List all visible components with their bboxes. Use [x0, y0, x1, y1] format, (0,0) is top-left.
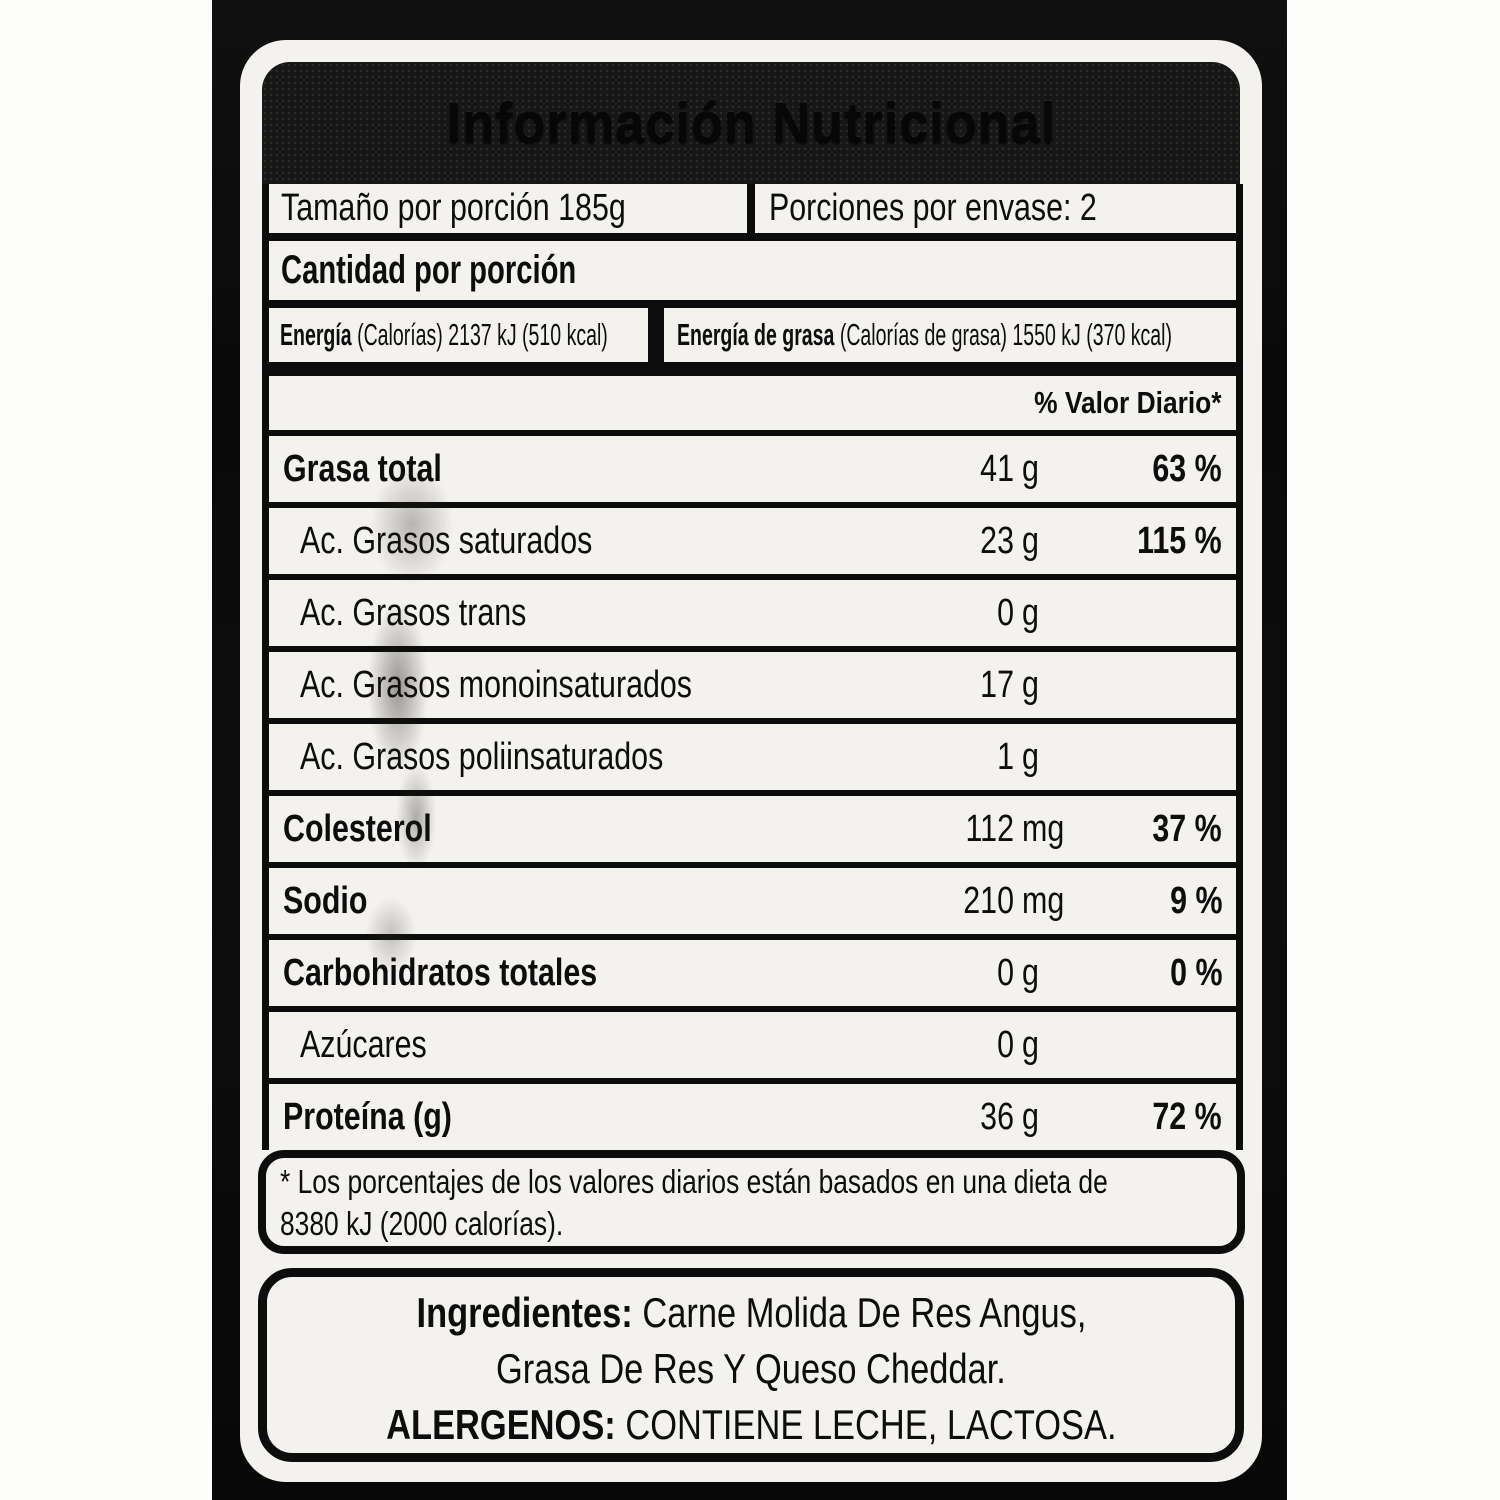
- footnote-line2: 8380 kJ (2000 calorías).: [280, 1205, 564, 1242]
- nutrient-name: Grasa total: [283, 448, 442, 490]
- nutrient-unit: g: [1022, 1024, 1039, 1066]
- nutrient-unit: g: [1022, 520, 1039, 562]
- nutrient-row-grasos-saturados: Ac. Grasos saturados 23 g 115 %: [269, 508, 1236, 574]
- nutrient-dv: 72 %: [1152, 1096, 1222, 1138]
- nutrient-row-azucares: Azúcares 0 g: [269, 1012, 1236, 1078]
- nutrition-table: Tamaño por porción 185g Porciones por en…: [262, 184, 1243, 1150]
- nutrient-unit: g: [1022, 736, 1039, 778]
- nutrient-name: Sodio: [283, 880, 368, 922]
- nutrient-amount: 23: [980, 520, 1014, 562]
- nutrient-amount: 112: [965, 808, 1014, 850]
- allergens-line: ALERGENOS: CONTIENE LECHE, LACTOSA.: [385, 1401, 1117, 1448]
- nutrient-amount: 41: [980, 448, 1014, 490]
- nutrient-dv: 115 %: [1137, 520, 1222, 562]
- header-bar: Información Nutricional: [262, 62, 1240, 184]
- nutrient-row-colesterol: Colesterol 112 mg 37 %: [269, 796, 1236, 862]
- nutrient-amount: 0: [997, 592, 1014, 634]
- nutrient-row-grasa-total: Grasa total 41 g 63 %: [269, 436, 1236, 502]
- daily-value-header-row: % Valor Diario*: [269, 376, 1236, 430]
- ingredients-line1: Ingredientes: Carne Molida De Res Angus,: [416, 1289, 1086, 1336]
- nutrition-label: Información Nutricional Tamaño por porci…: [240, 40, 1262, 1482]
- energy-fat-text: Energía de grasa (Calorías de grasa) 155…: [677, 317, 1172, 352]
- servings-per-package-cell: Porciones por envase: 2: [755, 184, 1236, 233]
- servings-per-package-text: Porciones por envase: 2: [769, 187, 1097, 229]
- nutrient-unit: g: [1022, 448, 1039, 490]
- nutrient-row-grasos-poliinsaturados: Ac. Grasos poliinsaturados 1 g: [269, 724, 1236, 790]
- nutrient-dv: 9 %: [1169, 880, 1222, 922]
- nutrient-row-carbohidratos: Carbohidratos totales 0 g 0 %: [269, 940, 1236, 1006]
- nutrient-amount: 210: [963, 880, 1014, 922]
- amount-per-serving-text: Cantidad por porción: [281, 248, 577, 292]
- nutrient-unit: mg: [1022, 880, 1065, 922]
- nutrient-name: Ac. Grasos saturados: [300, 520, 593, 562]
- nutrient-name: Colesterol: [283, 808, 432, 850]
- nutrient-name: Carbohidratos totales: [283, 952, 598, 994]
- nutrient-row-proteina: Proteína (g) 36 g 72 %: [269, 1084, 1236, 1150]
- serving-size-cell: Tamaño por porción 185g: [269, 184, 747, 233]
- nutrient-row-sodio: Sodio 210 mg 9 %: [269, 868, 1236, 934]
- nutrient-amount: 1: [997, 736, 1014, 778]
- nutrient-name: Ac. Grasos poliinsaturados: [300, 736, 664, 778]
- serving-size-text: Tamaño por porción 185g: [281, 187, 626, 229]
- nutrient-amount: 0: [997, 1024, 1014, 1066]
- serving-row: Tamaño por porción 185g Porciones por en…: [269, 184, 1236, 233]
- label-title: Información Nutricional: [446, 91, 1056, 155]
- nutrient-amount: 17: [980, 664, 1014, 706]
- amount-per-serving-row: Cantidad por porción: [269, 241, 1236, 300]
- nutrient-name: Proteína (g): [283, 1096, 452, 1138]
- nutrient-dv: 0 %: [1169, 952, 1222, 994]
- energy-cell: Energía (Calorías) 2137 kJ (510 kcal): [269, 308, 648, 362]
- nutrient-row-grasos-trans: Ac. Grasos trans 0 g: [269, 580, 1236, 646]
- nutrient-row-grasos-monoinsaturados: Ac. Grasos monoinsaturados 17 g: [269, 652, 1236, 718]
- nutrient-dv: 37 %: [1152, 808, 1222, 850]
- ingredients-line2: Grasa De Res Y Queso Cheddar.: [496, 1345, 1006, 1392]
- nutrient-dv: 63 %: [1152, 448, 1222, 490]
- nutrient-amount: 0: [997, 952, 1014, 994]
- nutrient-unit: g: [1022, 664, 1039, 706]
- nutrient-name: Ac. Grasos monoinsaturados: [300, 664, 693, 706]
- daily-value-header-text: % Valor Diario*: [1034, 385, 1222, 420]
- nutrient-unit: g: [1022, 952, 1039, 994]
- footnote-box: * Los porcentajes de los valores diarios…: [258, 1150, 1245, 1254]
- footnote-line1: * Los porcentajes de los valores diarios…: [280, 1163, 1108, 1200]
- nutrient-unit: mg: [1022, 808, 1065, 850]
- nutrient-name: Azúcares: [300, 1024, 427, 1066]
- energy-fat-cell: Energía de grasa (Calorías de grasa) 155…: [664, 308, 1236, 362]
- nutrient-unit: g: [1022, 1096, 1039, 1138]
- nutrient-unit: g: [1022, 592, 1039, 634]
- nutrient-name: Ac. Grasos trans: [300, 592, 527, 634]
- energy-text: Energía (Calorías) 2137 kJ (510 kcal): [280, 317, 608, 352]
- energy-row: Energía (Calorías) 2137 kJ (510 kcal) En…: [269, 308, 1236, 362]
- nutrient-amount: 36: [980, 1096, 1014, 1138]
- ingredients-box: Ingredientes: Carne Molida De Res Angus,…: [258, 1268, 1244, 1462]
